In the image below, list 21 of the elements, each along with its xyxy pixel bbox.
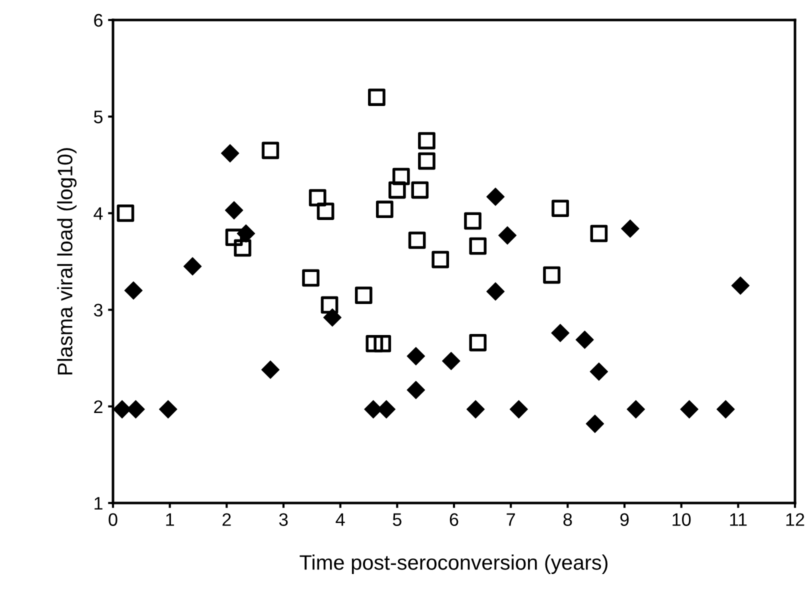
x-tick-label: 10 bbox=[672, 513, 691, 526]
y-tick-label: 2 bbox=[94, 400, 102, 413]
x-tick-label: 2 bbox=[222, 513, 231, 526]
x-tick-label: 9 bbox=[620, 513, 629, 526]
y-tick-label: 3 bbox=[94, 304, 102, 317]
x-tick-label: 6 bbox=[450, 513, 458, 526]
x-tick-label: 11 bbox=[730, 513, 747, 526]
x-tick-label: 1 bbox=[166, 513, 174, 526]
x-tick-label: 0 bbox=[108, 513, 118, 526]
y-tick-label: 6 bbox=[94, 14, 102, 27]
y-tick-label: 5 bbox=[94, 110, 103, 124]
x-tick-label: 5 bbox=[392, 513, 402, 526]
x-tick-label: 8 bbox=[563, 513, 572, 526]
y-axis-title: Plasma viral load (log10) bbox=[57, 148, 77, 374]
y-tick-label: 4 bbox=[94, 207, 103, 220]
x-tick-label: 12 bbox=[786, 513, 804, 526]
x-tick-label: 7 bbox=[506, 513, 515, 526]
x-axis-title: Time post-seroconversion (years) bbox=[300, 554, 608, 574]
x-tick-label: 3 bbox=[279, 513, 288, 526]
y-tick-label: 1 bbox=[94, 497, 102, 510]
x-tick-label: 4 bbox=[336, 513, 345, 526]
